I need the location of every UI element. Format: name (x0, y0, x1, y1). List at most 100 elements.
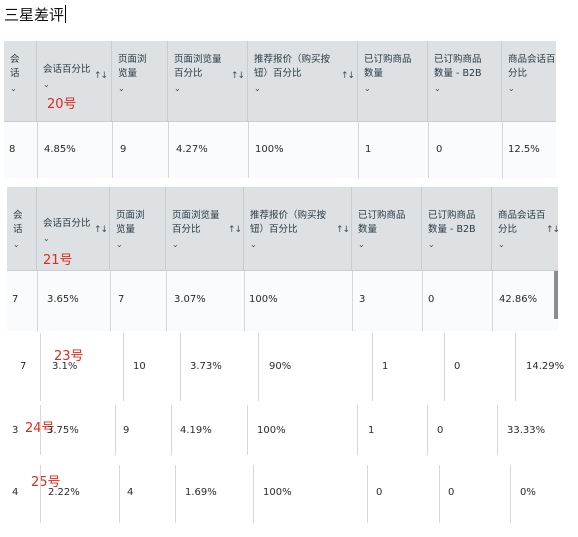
scrollbar[interactable] (554, 271, 558, 319)
cell-session-pct: 3.75% (47, 425, 79, 436)
column-divider (166, 271, 167, 331)
header-label: 页面浏览量 (172, 210, 220, 221)
cell-page-views: 9 (120, 144, 127, 155)
report-row-day25[interactable]: 25号 4 2.22% 4 1.69% 100% 0 0 0% (7, 465, 565, 523)
cell-unit-session-pct: 0% (520, 487, 536, 498)
column-divider (510, 465, 511, 523)
cell-page-views: 7 (118, 294, 125, 305)
header-featured-offer[interactable]: 推荐报价（购买按 钮）百分比 ⌄ ↑↓ (244, 187, 352, 270)
chevron-down-icon[interactable]: ⌄ (434, 84, 441, 93)
cell-sessions: 7 (20, 361, 27, 372)
header-session-pct[interactable]: 会话百分比 ⌄ ↑↓ (37, 41, 112, 121)
cell-units-b2b: 0 (428, 294, 435, 305)
header-label: 会 (10, 54, 20, 65)
column-divider (492, 271, 493, 331)
chevron-down-icon[interactable]: ⌄ (172, 240, 179, 249)
chevron-down-icon[interactable]: ⌄ (508, 84, 515, 93)
chevron-down-icon[interactable]: ⌄ (13, 240, 20, 249)
header-sessions[interactable]: 会 话 ⌄ (7, 187, 37, 270)
header-label: 分比 (508, 68, 528, 79)
header-featured-offer[interactable]: 推荐报价（购买按 钮）百分比 ⌄ ↑↓ (248, 41, 358, 121)
chevron-down-icon[interactable]: ⌄ (498, 240, 505, 249)
header-units-ordered[interactable]: 已订购商品 数量 ⌄ (352, 187, 422, 270)
cell-session-pct: 2.22% (48, 487, 80, 498)
header-page-views[interactable]: 页面浏 览量 ⌄ (110, 187, 166, 270)
header-units-b2b[interactable]: 已订购商品 数量 - B2B ⌄ (428, 41, 502, 121)
chevron-down-icon[interactable]: ⌄ (358, 240, 365, 249)
header-label: 页面浏览量 (174, 54, 222, 65)
table-header: 会 话 ⌄ 会话百分比 ⌄ ↑↓ 页面浏 览量 ⌄ 页面浏览量 百分比 ⌄ ↑↓… (4, 41, 556, 122)
header-label: 已订购商品 (428, 210, 476, 221)
header-session-pct[interactable]: 会话百分比 ⌄ ↑↓ (37, 187, 110, 270)
column-divider (119, 465, 120, 523)
chevron-down-icon[interactable]: ⌄ (254, 84, 261, 93)
cell-featured-offer: 100% (249, 294, 278, 305)
report-table-day20: 会 话 ⌄ 会话百分比 ⌄ ↑↓ 页面浏 览量 ⌄ 页面浏览量 百分比 ⌄ ↑↓… (4, 41, 556, 178)
column-divider (422, 271, 423, 331)
header-label: 会 (13, 210, 23, 221)
cell-sessions: 3 (12, 425, 19, 436)
sort-icon[interactable]: ↑↓ (231, 71, 245, 81)
column-divider (40, 333, 41, 401)
header-label: 会话百分比 (43, 218, 91, 229)
cell-featured-offer: 100% (257, 425, 286, 436)
day-label: 21号 (43, 253, 73, 268)
header-page-view-pct[interactable]: 页面浏览量 百分比 ⌄ ↑↓ (168, 41, 248, 121)
header-units-ordered[interactable]: 已订购商品 数量 ⌄ (358, 41, 428, 121)
header-page-view-pct[interactable]: 页面浏览量 百分比 ⌄ ↑↓ (166, 187, 244, 270)
column-divider (110, 271, 111, 331)
chevron-down-icon[interactable]: ⌄ (174, 84, 181, 93)
column-divider (40, 465, 41, 523)
header-sessions[interactable]: 会 话 ⌄ (4, 41, 37, 121)
chevron-down-icon[interactable]: ⌄ (364, 84, 371, 93)
header-page-views[interactable]: 页面浏 览量 ⌄ (112, 41, 168, 121)
chevron-down-icon[interactable]: ⌄ (118, 84, 125, 93)
column-divider (352, 271, 353, 331)
header-label: 数量 - B2B (434, 68, 482, 79)
sort-icon[interactable]: ↑↓ (228, 225, 242, 235)
header-label: 话 (10, 68, 20, 79)
header-label: 商品会话百 (498, 210, 546, 221)
cell-featured-offer: 90% (269, 361, 292, 372)
report-row-day23[interactable]: 23号 7 3.1% 10 3.73% 90% 1 0 14.29% (10, 333, 568, 401)
cell-featured-offer: 100% (255, 144, 284, 155)
cell-page-view-pct: 4.27% (176, 144, 208, 155)
column-divider (112, 122, 113, 178)
header-unit-session-pct[interactable]: 商品会话百 分比 ⌄ (502, 41, 556, 121)
sort-icon[interactable]: ↑↓ (546, 225, 558, 235)
chevron-down-icon[interactable]: ⌄ (43, 234, 50, 243)
table-row[interactable]: 7 3.65% 7 3.07% 100% 3 0 42.86% (7, 271, 558, 331)
header-unit-session-pct[interactable]: 商品会话百 分比 ⌄ ↑↓ (492, 187, 558, 270)
column-divider (123, 333, 124, 401)
table-row[interactable]: 8 4.85% 9 4.27% 100% 1 0 12.5% (4, 122, 556, 178)
column-divider (367, 465, 368, 523)
chevron-down-icon[interactable]: ⌄ (116, 240, 123, 249)
cell-session-pct: 4.85% (44, 144, 76, 155)
chevron-down-icon[interactable]: ⌄ (250, 240, 257, 249)
report-row-day24[interactable]: 24号 3 3.75% 9 4.19% 100% 1 0 33.33% (7, 405, 558, 455)
sort-icon[interactable]: ↑↓ (94, 71, 108, 81)
cell-units-b2b: 0 (437, 425, 444, 436)
sort-icon[interactable]: ↑↓ (94, 225, 108, 235)
chevron-down-icon[interactable]: ⌄ (10, 84, 17, 93)
report-table-day21: 会 话 ⌄ 会话百分比 ⌄ ↑↓ 页面浏 览量 ⌄ 页面浏览量 百分比 ⌄ ↑↓… (7, 187, 558, 331)
header-label: 数量 (364, 68, 384, 79)
column-divider (180, 333, 181, 401)
header-units-b2b[interactable]: 已订购商品 数量 - B2B ⌄ (422, 187, 492, 270)
header-label: 数量 - B2B (428, 224, 476, 235)
header-label: 览量 (118, 68, 138, 79)
header-label: 分比 (498, 224, 518, 235)
day-label: 25号 (31, 475, 61, 490)
column-divider (515, 333, 516, 401)
header-label: 页面浏 (118, 54, 147, 65)
column-divider (115, 405, 116, 455)
header-label: 已订购商品 (364, 54, 412, 65)
chevron-down-icon[interactable]: ⌄ (43, 80, 50, 89)
cell-page-views: 10 (133, 361, 146, 372)
column-divider (37, 122, 38, 178)
cell-units-ordered: 1 (365, 144, 372, 155)
sort-icon[interactable]: ↑↓ (336, 225, 350, 235)
cell-page-view-pct: 4.19% (180, 425, 212, 436)
sort-icon[interactable]: ↑↓ (341, 71, 355, 81)
chevron-down-icon[interactable]: ⌄ (428, 240, 435, 249)
